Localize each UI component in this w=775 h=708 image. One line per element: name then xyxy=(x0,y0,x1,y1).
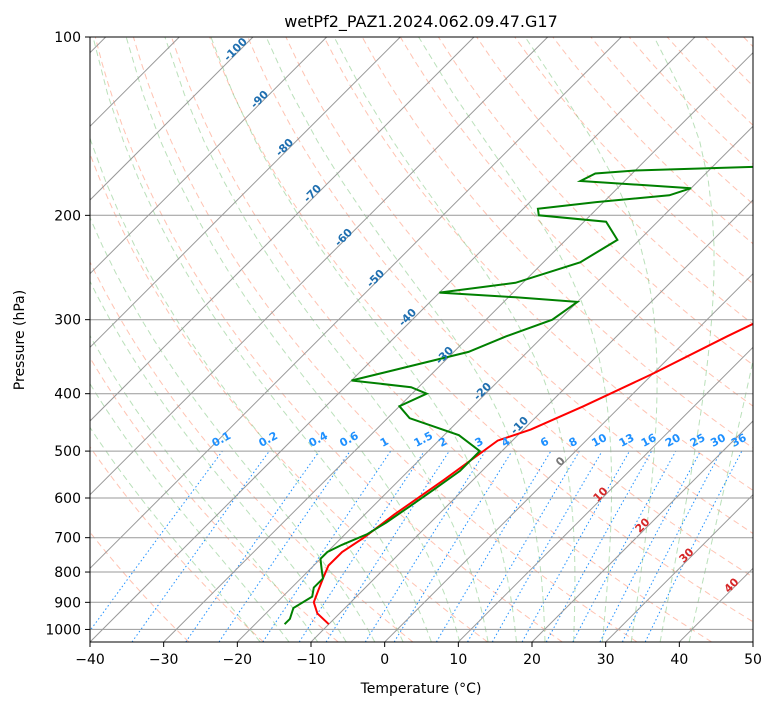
mixing-ratio-line xyxy=(325,450,450,642)
x-tick-label: 50 xyxy=(744,652,762,668)
moist-adiabat xyxy=(418,37,613,642)
dry-adiabat xyxy=(90,446,264,642)
isotherm xyxy=(90,37,401,349)
dry-adiabat xyxy=(285,37,753,535)
plot-background xyxy=(90,37,753,642)
y-tick-label: 200 xyxy=(54,208,81,224)
mixing-ratio-line xyxy=(90,450,223,632)
mixing-ratio-line xyxy=(521,450,630,642)
dry-adiabat xyxy=(94,37,563,642)
dry-adiabat xyxy=(514,37,753,285)
dry-adiabat xyxy=(171,37,712,642)
x-tick-label: −20 xyxy=(223,652,253,668)
mixing-ratio-label: 10 xyxy=(589,431,609,450)
mixing-ratio-line xyxy=(218,450,351,642)
y-tick-label: 1000 xyxy=(45,622,81,638)
x-tick-label: −30 xyxy=(149,652,179,668)
isotherm xyxy=(457,346,753,642)
isotherm xyxy=(384,272,753,642)
moist-adiabat xyxy=(90,136,404,642)
isotherm xyxy=(310,199,753,642)
mixing-ratio-line xyxy=(185,450,320,642)
moist-adiabat xyxy=(265,37,546,642)
moist-adiabat xyxy=(125,37,461,642)
moist-adiabat xyxy=(653,37,715,642)
x-tick-label: 20 xyxy=(523,652,541,668)
dry-adiabat xyxy=(323,37,753,491)
y-tick-label: 500 xyxy=(54,444,81,460)
y-tick-label: 100 xyxy=(54,30,81,46)
x-tick-label: 40 xyxy=(670,652,688,668)
dry-adiabat xyxy=(476,37,753,325)
profile-lines xyxy=(283,165,753,625)
y-tick-label: 400 xyxy=(54,387,81,403)
dry-adiabat xyxy=(209,37,753,623)
mixing-ratio-label: 36 xyxy=(729,431,749,450)
y-tick-label: 800 xyxy=(54,565,81,581)
x-tick-label: 10 xyxy=(449,652,467,668)
y-axis: 100 200 300 400 500 600 700 800 900 1000 xyxy=(45,30,90,638)
isotherm xyxy=(236,125,753,642)
moist-adiabat xyxy=(90,334,319,642)
mixing-ratio-label: 25 xyxy=(688,431,708,450)
chart-title: wetPf2_PAZ1.2024.062.09.47.G17 xyxy=(284,12,558,32)
mixing-ratio-line xyxy=(131,450,270,642)
isotherm xyxy=(90,37,549,496)
isotherm xyxy=(90,37,475,422)
plot-frame xyxy=(89,36,754,643)
moist-adiabat xyxy=(90,216,376,642)
x-tick-label: −10 xyxy=(296,652,326,668)
dry-adiabat xyxy=(90,356,339,642)
isotherm xyxy=(90,37,254,201)
y-tick-label: 900 xyxy=(54,595,81,611)
moist-adiabat xyxy=(524,37,658,642)
isotherm xyxy=(163,51,753,642)
grid-lines xyxy=(90,37,753,642)
mixing-ratio-line xyxy=(298,450,425,642)
temperature-profile xyxy=(312,322,753,625)
x-tick-label: 0 xyxy=(380,652,389,668)
moist-adiabat xyxy=(210,37,517,642)
mixing-ratio-label: 30 xyxy=(708,431,728,450)
mixing-ratio-line xyxy=(545,450,653,642)
x-axis: −40 −30 −20 −10 0 10 20 30 40 50 xyxy=(75,642,762,668)
mixing-ratio-label: 16 xyxy=(639,431,659,450)
dewpoint-profile xyxy=(283,165,753,625)
isotherm xyxy=(752,641,753,642)
isotherm xyxy=(90,37,696,642)
isotherm xyxy=(531,420,753,642)
dry-adiabat xyxy=(247,37,753,578)
isotherm xyxy=(605,493,753,642)
moist-adiabat xyxy=(90,280,347,642)
mixing-ratio-label: 20 xyxy=(663,431,683,450)
y-tick-label: 700 xyxy=(54,531,81,547)
isotherm xyxy=(90,37,622,570)
mixing-ratio-label: 13 xyxy=(617,431,637,450)
y-tick-label: 600 xyxy=(54,491,81,507)
y-tick-label: 300 xyxy=(54,313,81,329)
mixing-ratio-line xyxy=(262,450,392,642)
mixing-ratio-line xyxy=(393,450,513,642)
reference-lines xyxy=(90,37,753,642)
x-axis-title: Temperature (°C) xyxy=(360,681,482,697)
moist-adiabat xyxy=(688,358,753,642)
mixing-ratio-line xyxy=(644,450,743,642)
moist-adiabat xyxy=(90,382,290,642)
x-tick-label: −40 xyxy=(75,652,105,668)
moist-adiabat xyxy=(92,37,432,642)
dry-adiabat xyxy=(90,260,414,642)
mixing-ratio-line xyxy=(572,450,677,642)
y-axis-title: Pressure (hPa) xyxy=(12,290,28,390)
isotherm xyxy=(90,37,328,275)
x-tick-label: 30 xyxy=(597,652,615,668)
moist-adiabat xyxy=(90,426,261,642)
